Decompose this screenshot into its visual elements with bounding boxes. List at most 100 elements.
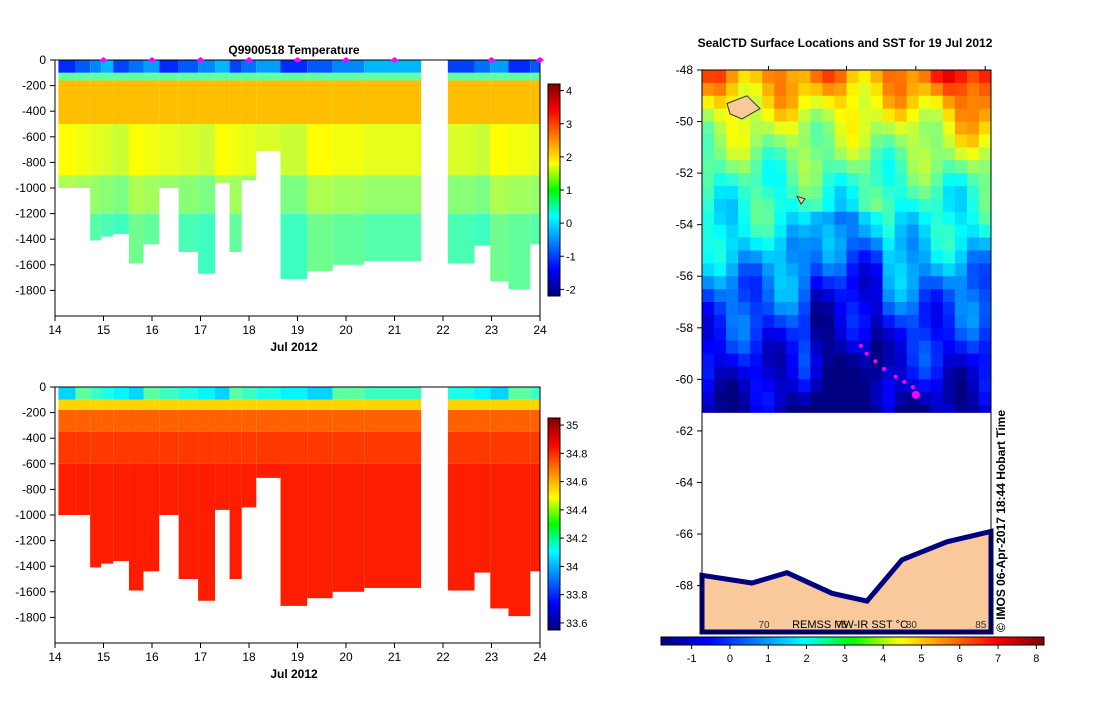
sst-cell — [714, 199, 727, 212]
sst-cell — [979, 109, 992, 122]
sst-cell — [774, 289, 787, 302]
sst-cell — [847, 225, 860, 238]
temperature-cell — [364, 60, 421, 73]
sst-cell — [822, 134, 835, 147]
temperature-cell — [113, 73, 129, 81]
sst-cell — [750, 250, 763, 263]
sst-cell — [847, 250, 860, 263]
sst-cell — [726, 83, 739, 96]
sst-cell — [714, 379, 727, 392]
sst-cell — [859, 70, 872, 83]
sst-cell — [907, 109, 920, 122]
temperature-cell — [333, 124, 365, 175]
sst-cell — [979, 341, 992, 354]
sst-cell — [919, 238, 932, 251]
sst-cell — [786, 109, 799, 122]
sst-cell — [762, 147, 775, 160]
sst-cell — [786, 289, 799, 302]
sst-cell — [774, 147, 787, 160]
salinity-cell — [448, 410, 475, 432]
colorbar-tick-label: 3 — [566, 119, 572, 131]
sst-cell — [702, 379, 715, 392]
sst-cell — [967, 70, 980, 83]
sst-cell — [871, 70, 884, 83]
temperature-cell — [76, 80, 91, 124]
sst-cell — [919, 392, 932, 405]
temperature-cell — [144, 80, 160, 124]
temperature-cell — [281, 124, 308, 175]
sst-cell — [702, 276, 715, 289]
sst-cell — [859, 83, 872, 96]
salinity-cell — [159, 387, 178, 400]
sst-cell — [919, 186, 932, 199]
colorbar-tick-label: 34.2 — [566, 533, 587, 545]
sst-cell — [931, 379, 944, 392]
sst-map-area — [702, 70, 992, 632]
sst-cell — [774, 341, 787, 354]
sst-cell — [810, 315, 823, 328]
sst-cell — [859, 212, 872, 225]
x-tick-label: 15 — [97, 650, 111, 664]
ctd-location-point — [902, 380, 906, 384]
salinity-cell — [58, 387, 75, 400]
sst-cell — [895, 315, 908, 328]
temperature-cell — [256, 73, 280, 81]
sst-cell — [931, 134, 944, 147]
sst-cell — [822, 238, 835, 251]
sst-cell — [834, 289, 847, 302]
sst-cell — [955, 276, 968, 289]
sst-cell — [883, 354, 896, 367]
sst-cell — [847, 328, 860, 341]
salinity-cell — [364, 387, 421, 400]
sst-cell — [702, 392, 715, 405]
salinity-cell — [490, 400, 508, 410]
lat-tick-label: -52 — [676, 166, 694, 180]
y-tick-label: -1600 — [15, 258, 46, 272]
salinity-cell — [530, 410, 540, 432]
sst-cell — [822, 83, 835, 96]
temperature-cell — [159, 175, 178, 188]
sst-cell — [943, 366, 956, 379]
sst-cell — [919, 96, 932, 109]
sst-cell — [714, 109, 727, 122]
sst-cell — [955, 122, 968, 135]
temperature-cell — [364, 175, 421, 213]
sst-cell — [786, 173, 799, 186]
temperature-cell — [333, 175, 365, 213]
sst-cell — [726, 315, 739, 328]
sst-cell — [774, 160, 787, 173]
sst-cell — [943, 341, 956, 354]
temperature-cell — [76, 60, 91, 73]
temperature-cell — [215, 80, 230, 124]
salinity-cell — [490, 387, 508, 400]
sst-cell — [895, 212, 908, 225]
salinity-cell — [113, 387, 129, 400]
sst-cell — [967, 186, 980, 199]
sst-cell — [810, 96, 823, 109]
sst-cell — [859, 122, 872, 135]
sst-cell — [859, 134, 872, 147]
salinity-cell — [230, 400, 242, 410]
x-tick-label: 16 — [145, 650, 159, 664]
sst-cell — [931, 160, 944, 173]
salinity-cell — [215, 387, 230, 400]
temperature-cell — [144, 175, 160, 213]
sst-cell — [943, 109, 956, 122]
sst-colorbar-tick-label: 0 — [727, 653, 733, 665]
sst-cell — [798, 70, 811, 83]
temperature-cell — [364, 214, 421, 261]
x-tick-label: 14 — [48, 323, 62, 337]
temperature-cell — [90, 175, 101, 213]
sst-cell — [859, 276, 872, 289]
sst-cell — [714, 341, 727, 354]
salinity-cell — [215, 464, 230, 510]
sst-cell — [798, 354, 811, 367]
sst-cell — [907, 199, 920, 212]
sst-cell — [943, 225, 956, 238]
sst-cell — [943, 250, 956, 263]
salinity-cell — [475, 387, 491, 400]
sst-cell — [907, 96, 920, 109]
sst-cell — [726, 276, 739, 289]
salinity-cell — [508, 387, 530, 400]
salinity-cell — [198, 387, 215, 400]
